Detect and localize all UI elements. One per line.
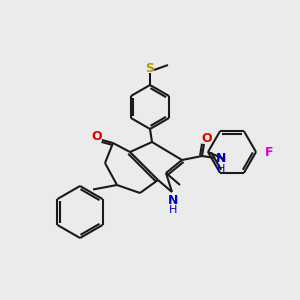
Text: S: S: [146, 61, 154, 74]
Text: N: N: [216, 152, 226, 166]
Text: H: H: [169, 205, 177, 215]
Text: O: O: [92, 130, 102, 143]
Text: O: O: [202, 131, 212, 145]
Text: F: F: [265, 146, 273, 158]
Text: N: N: [168, 194, 178, 208]
Text: H: H: [217, 164, 225, 174]
